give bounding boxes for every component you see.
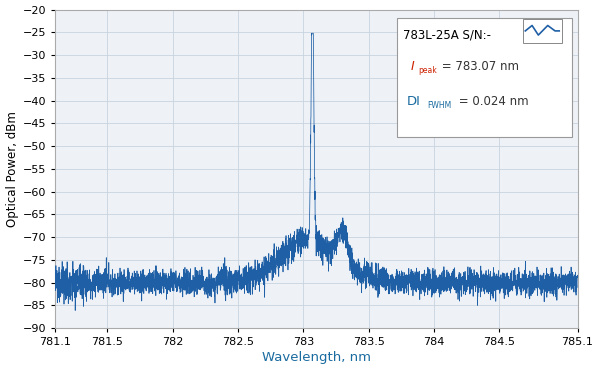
Y-axis label: Optical Power, dBm: Optical Power, dBm bbox=[5, 111, 19, 227]
X-axis label: Wavelength, nm: Wavelength, nm bbox=[262, 352, 371, 364]
Text: 783L-25A S/N:-: 783L-25A S/N:- bbox=[403, 28, 491, 41]
Text: = 783.07 nm: = 783.07 nm bbox=[438, 60, 519, 73]
Text: FWHM: FWHM bbox=[428, 101, 452, 110]
FancyBboxPatch shape bbox=[523, 19, 562, 43]
Text: peak: peak bbox=[418, 66, 437, 75]
Text: DI: DI bbox=[407, 95, 420, 108]
Text: I: I bbox=[410, 60, 414, 73]
FancyBboxPatch shape bbox=[397, 17, 572, 137]
Text: = 0.024 nm: = 0.024 nm bbox=[455, 95, 528, 108]
